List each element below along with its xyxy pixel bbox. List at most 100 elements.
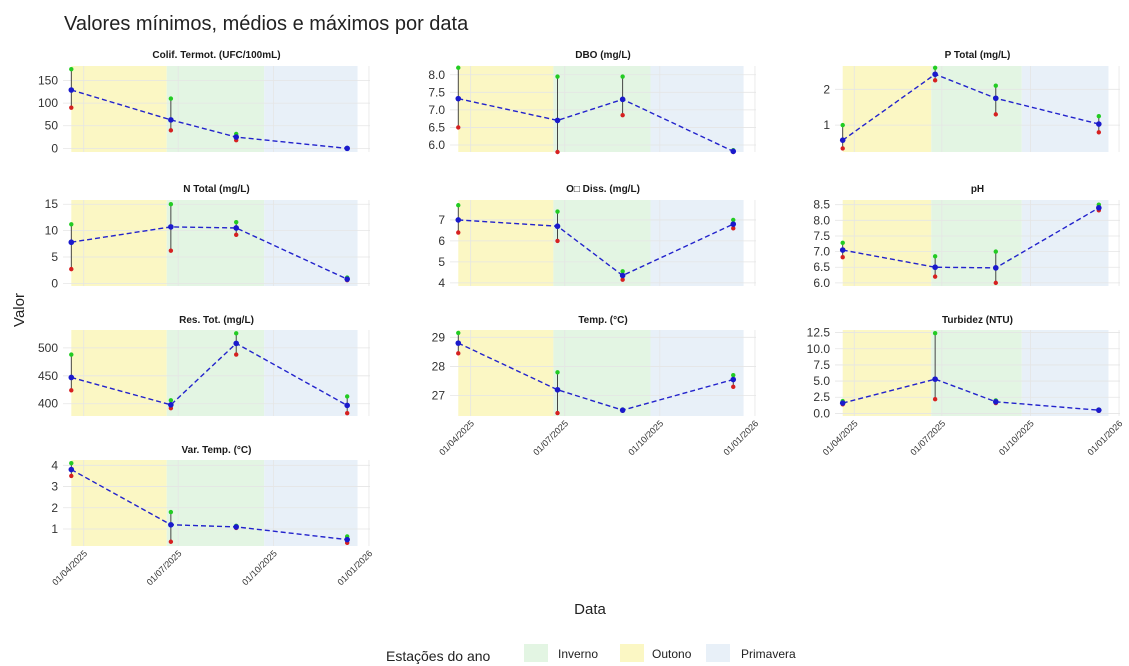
panel-o-diss-mg-l: 4 5 6 7 O□ Diss. (mg/L) xyxy=(438,184,756,290)
panel-title: DBO (mg/L) xyxy=(575,50,631,61)
panel-title: Var. Temp. (°C) xyxy=(182,445,252,456)
mean-line xyxy=(842,378,1099,411)
min-point xyxy=(620,112,625,118)
x-tick-label: 01/07/2025 xyxy=(531,418,570,457)
min-point xyxy=(993,112,998,117)
mean-point xyxy=(344,402,350,409)
y-tick-label: 6.0 xyxy=(428,138,445,152)
y-tick-label: 2.5 xyxy=(813,390,830,404)
mean-line xyxy=(457,342,734,411)
panel-dbo-mg-l: 6.0 6.5 7.0 7.5 8.0 DBO (mg/L) xyxy=(428,50,756,155)
min-point xyxy=(168,248,174,253)
max-point xyxy=(620,269,625,274)
y-tick-label: 7.5 xyxy=(813,229,830,243)
y-tick-label: 3 xyxy=(51,480,58,494)
y-tick-label: 15 xyxy=(45,197,59,211)
mean-line xyxy=(458,219,734,277)
season-band-primavera xyxy=(650,330,744,416)
y-tick-label: 0.0 xyxy=(813,406,830,420)
max-point xyxy=(69,352,74,357)
max-point xyxy=(932,254,938,259)
max-point xyxy=(344,394,350,399)
max-point xyxy=(731,217,736,223)
panel-res-tot-mg-l: 400 450 500 Res. Tot. (mg/L) xyxy=(38,315,370,416)
season-band-primavera xyxy=(1021,66,1109,152)
mean-point xyxy=(1096,121,1102,127)
panel-p-total-mg-l: 1 2 P Total (mg/L) xyxy=(823,50,1120,152)
y-tick-label: 2 xyxy=(51,501,58,515)
y-tick-label: 10.0 xyxy=(807,342,831,356)
min-point xyxy=(932,78,938,83)
mean-point xyxy=(839,400,846,406)
mean-point xyxy=(344,276,350,282)
min-point xyxy=(731,384,736,390)
mean-point xyxy=(68,239,75,246)
y-tick-label: 6.0 xyxy=(813,276,830,290)
max-point xyxy=(620,74,625,79)
panel-title: Res. Tot. (mg/L) xyxy=(179,315,254,326)
min-point xyxy=(555,410,560,416)
y-tick-label: 150 xyxy=(38,73,58,87)
min-point xyxy=(69,388,74,393)
mean-point xyxy=(168,402,174,408)
max-point xyxy=(840,122,845,128)
max-point xyxy=(168,96,174,101)
mean-line xyxy=(71,342,348,407)
y-tick-label: 7.0 xyxy=(813,245,830,259)
max-point xyxy=(840,240,845,246)
mean-point xyxy=(68,466,75,473)
mean-point xyxy=(932,376,938,382)
season-band-primavera xyxy=(1021,330,1109,416)
panel-temp-c: 27 28 29 Temp. (°C) 01/04/2025 01/07/2025 01/1… xyxy=(432,315,761,457)
max-point xyxy=(555,74,560,79)
mean-point xyxy=(839,137,846,143)
mean-point xyxy=(455,340,462,346)
y-tick-label: 29 xyxy=(432,330,446,344)
y-tick-label: 5 xyxy=(438,255,445,269)
y-tick-label: 7.5 xyxy=(428,85,445,99)
y-tick-label: 400 xyxy=(38,397,58,411)
y-tick-label: 500 xyxy=(38,341,58,355)
y-tick-label: 2 xyxy=(823,82,830,96)
max-point xyxy=(993,249,998,254)
season-band-outono xyxy=(71,66,167,152)
max-point xyxy=(993,83,998,88)
max-point xyxy=(555,370,560,375)
legend: Estações do ano Inverno Outono Primavera xyxy=(386,644,796,664)
legend-label-primavera: Primavera xyxy=(741,647,796,661)
mean-point xyxy=(730,148,737,155)
max-point xyxy=(168,509,174,515)
mean-point xyxy=(344,536,350,543)
season-band-primavera xyxy=(264,330,358,416)
mean-line xyxy=(70,468,348,541)
max-point xyxy=(932,331,938,336)
max-point xyxy=(168,398,174,403)
mean-point xyxy=(68,374,75,381)
y-tick-label: 6.5 xyxy=(428,120,445,134)
y-tick-label: 4 xyxy=(438,276,445,290)
mean-line xyxy=(458,97,734,152)
legend-label-inverno: Inverno xyxy=(558,647,598,661)
y-tick-label: 8.0 xyxy=(428,68,445,82)
min-point xyxy=(168,128,174,133)
panel-turbidez-ntu: 0.0 2.5 5.0 7.5 10.0 12.5 Turbidez (NTU) 01/04/… xyxy=(807,315,1125,457)
x-tick-label: 01/07/2025 xyxy=(145,548,184,587)
season-band-primavera xyxy=(264,460,358,546)
max-point xyxy=(456,203,461,208)
x-tick-label: 01/04/2025 xyxy=(50,548,89,587)
mean-point xyxy=(344,145,350,152)
y-tick-label: 5 xyxy=(51,250,58,264)
season-band-primavera xyxy=(650,200,744,286)
panel-title: Temp. (°C) xyxy=(578,315,627,326)
season-band-outono xyxy=(71,460,167,546)
min-point xyxy=(555,238,560,244)
mean-point xyxy=(619,272,626,279)
min-point xyxy=(620,277,625,282)
legend-key-primavera xyxy=(706,644,730,662)
y-tick-label: 0 xyxy=(51,276,58,290)
x-tick-label: 01/04/2025 xyxy=(437,418,476,457)
mean-point xyxy=(68,87,75,93)
x-tick-label: 01/10/2025 xyxy=(240,548,279,587)
legend-label-outono: Outono xyxy=(652,647,692,661)
max-point xyxy=(731,372,736,378)
